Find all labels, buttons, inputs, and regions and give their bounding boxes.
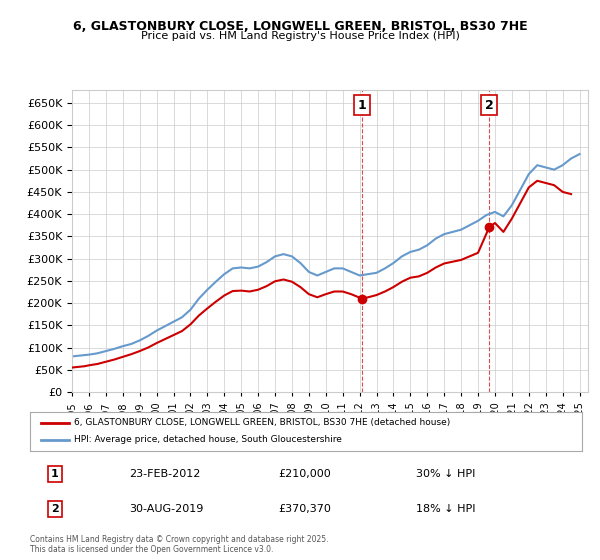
Text: Price paid vs. HM Land Registry's House Price Index (HPI): Price paid vs. HM Land Registry's House … xyxy=(140,31,460,41)
Text: £210,000: £210,000 xyxy=(278,469,331,479)
Text: 23-FEB-2012: 23-FEB-2012 xyxy=(130,469,201,479)
Text: 6, GLASTONBURY CLOSE, LONGWELL GREEN, BRISTOL, BS30 7HE (detached house): 6, GLASTONBURY CLOSE, LONGWELL GREEN, BR… xyxy=(74,418,451,427)
Text: 1: 1 xyxy=(358,99,367,111)
Text: HPI: Average price, detached house, South Gloucestershire: HPI: Average price, detached house, Sout… xyxy=(74,435,342,444)
Text: 6, GLASTONBURY CLOSE, LONGWELL GREEN, BRISTOL, BS30 7HE: 6, GLASTONBURY CLOSE, LONGWELL GREEN, BR… xyxy=(73,20,527,32)
Text: 2: 2 xyxy=(485,99,494,111)
Text: 18% ↓ HPI: 18% ↓ HPI xyxy=(416,504,476,514)
Text: 30% ↓ HPI: 30% ↓ HPI xyxy=(416,469,476,479)
Text: £370,370: £370,370 xyxy=(278,504,331,514)
Text: 1: 1 xyxy=(51,469,59,479)
Text: 30-AUG-2019: 30-AUG-2019 xyxy=(130,504,204,514)
Text: 2: 2 xyxy=(51,504,59,514)
Text: Contains HM Land Registry data © Crown copyright and database right 2025.
This d: Contains HM Land Registry data © Crown c… xyxy=(30,535,329,554)
